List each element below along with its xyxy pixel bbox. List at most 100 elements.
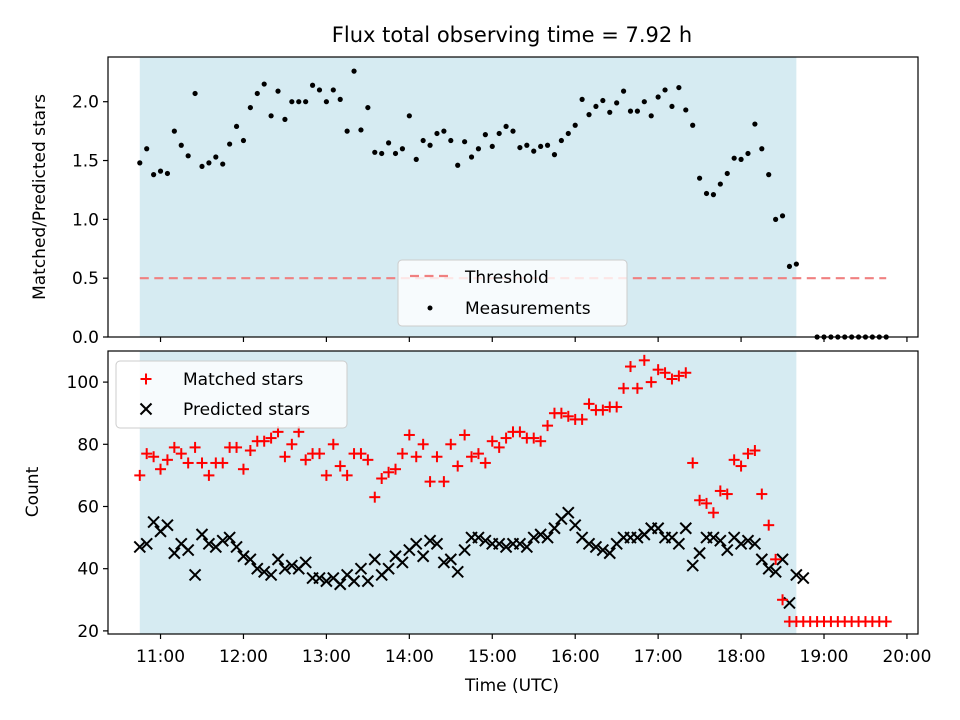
- measurement-point: [690, 122, 696, 128]
- predicted-star-point: [354, 562, 368, 575]
- predicted-star-point: [195, 528, 209, 541]
- matched-star-point: [479, 457, 491, 469]
- predicted-star-point: [582, 537, 596, 551]
- predicted-star-point: [368, 553, 381, 566]
- matched-star-point: [327, 438, 339, 450]
- matched-star-point: [362, 454, 374, 466]
- matched-star-point: [514, 426, 526, 438]
- matched-star-point: [417, 438, 429, 450]
- predicted-star-point: [679, 522, 692, 535]
- ratio-y-tick-label: 0.5: [72, 269, 99, 289]
- measurement-point: [206, 160, 212, 166]
- count-x-tick-label: 15:00: [468, 647, 517, 667]
- measurement-point: [676, 84, 682, 91]
- matched-star-point: [493, 441, 505, 453]
- matched-star-point: [148, 451, 160, 463]
- ratio-panel: 0.00.51.01.52.0 Matched/Predicted stars …: [30, 56, 919, 348]
- matched-legend-label: Matched stars: [183, 370, 303, 390]
- measurement-point: [233, 123, 240, 130]
- predicted-star-point: [444, 553, 458, 566]
- ratio-y-tick-label: 0.0: [72, 328, 99, 348]
- matched-star-point: [735, 460, 747, 472]
- ratio-y-axis: 0.0 0.5 1.0 1.5 2.0: [72, 93, 108, 348]
- predicted-star-point: [437, 556, 451, 569]
- matched-star-point: [466, 451, 478, 463]
- matched-star-point: [707, 507, 719, 519]
- count-x-tick-label: 17:00: [634, 647, 683, 667]
- measurement-point: [489, 143, 495, 150]
- measurement-point: [434, 130, 440, 137]
- matched-star-point: [742, 448, 754, 460]
- measurement-point: [683, 107, 689, 113]
- measurement-point: [275, 88, 281, 94]
- matched-star-point: [624, 361, 636, 373]
- matched-star-point: [445, 438, 457, 450]
- count-x-label: Time (UTC): [464, 676, 559, 696]
- matched-star-point: [880, 616, 892, 628]
- measurement-point: [151, 172, 157, 178]
- predicted-star-point: [472, 531, 485, 544]
- measurement-point: [482, 132, 488, 138]
- predicted-star-point: [762, 562, 775, 575]
- matched-star-point: [597, 404, 609, 416]
- predicted-star-point: [714, 534, 727, 547]
- matched-star-point: [645, 376, 657, 388]
- measurement-point: [448, 137, 454, 144]
- matched-star-point: [486, 435, 498, 447]
- measurement-point: [717, 181, 723, 187]
- count-x-tick-label: 12:00: [219, 647, 268, 667]
- measurement-point: [323, 99, 329, 105]
- count-x-tick-label: 11:00: [136, 647, 185, 667]
- predicted-star-point: [520, 540, 534, 554]
- measurements-series: [137, 68, 889, 340]
- matched-star-point: [161, 454, 173, 466]
- predicted-star-point: [776, 553, 789, 566]
- matched-star-point: [431, 451, 443, 463]
- predicted-star-point: [734, 537, 748, 551]
- measurement-point: [427, 142, 433, 148]
- matched-star-point: [728, 454, 740, 466]
- measurement-point: [759, 146, 765, 152]
- measurement-point: [247, 104, 253, 111]
- predicted-star-point: [334, 578, 347, 591]
- measurement-point: [475, 146, 482, 152]
- measurement-point: [662, 87, 668, 93]
- measurement-point: [240, 137, 247, 144]
- ratio-y-tick-label: 2.0: [72, 93, 99, 113]
- ratio-axes-frame: [107, 56, 919, 338]
- matched-star-point: [320, 469, 332, 481]
- measurement-point: [738, 156, 744, 162]
- measurement-point: [462, 139, 468, 145]
- measurement-point: [517, 144, 523, 151]
- matched-star-point: [355, 448, 367, 460]
- count-y-label: Count: [23, 466, 43, 517]
- predicted-star-point: [147, 515, 160, 529]
- matched-star-point: [182, 457, 194, 469]
- count-x-axis: 11:00 12:00 13:00 14:00 15:00 16:00 17:00 18:00…: [136, 634, 931, 667]
- matched-star-point: [459, 429, 471, 441]
- measurement-point: [579, 96, 585, 102]
- matched-star-point: [258, 435, 270, 447]
- measurement-point: [351, 68, 357, 74]
- measurement-point: [309, 82, 316, 88]
- measurement-point: [379, 150, 385, 157]
- measurement-point: [344, 128, 350, 134]
- matched-star-point: [341, 469, 353, 481]
- count-y-tick-label: 60: [77, 497, 99, 517]
- matched-star-point: [777, 594, 789, 606]
- ratio-x-ticks: [159, 337, 908, 342]
- predicted-star-point: [541, 531, 554, 544]
- matched-star-point: [168, 441, 180, 453]
- predicted-star-point: [534, 528, 547, 541]
- measurement-point: [752, 121, 758, 127]
- matched-star-point: [396, 448, 408, 460]
- predicted-star-point: [631, 531, 644, 544]
- count-x-tick-label: 14:00: [385, 647, 434, 667]
- measurement-point: [620, 88, 627, 94]
- measurement-point: [144, 146, 150, 152]
- predicted-star-point: [257, 565, 271, 579]
- predicted-star-point: [181, 543, 195, 557]
- measurement-point: [185, 153, 191, 159]
- matched-star-point: [390, 463, 402, 475]
